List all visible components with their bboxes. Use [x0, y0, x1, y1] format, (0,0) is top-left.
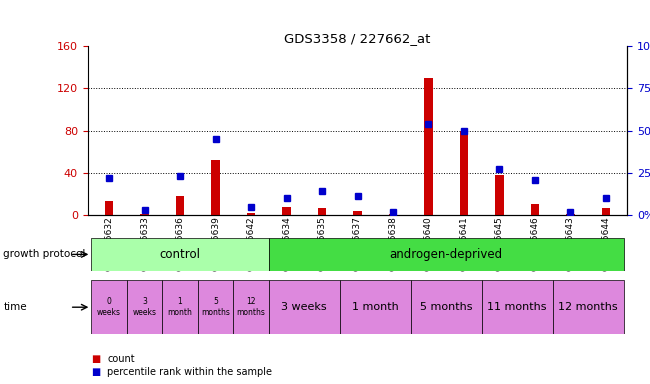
Title: GDS3358 / 227662_at: GDS3358 / 227662_at: [284, 32, 431, 45]
Bar: [162, 280, 198, 334]
Text: growth protocol: growth protocol: [3, 249, 86, 260]
Text: 0
weeks: 0 weeks: [97, 298, 121, 317]
Bar: [340, 280, 411, 334]
Bar: [140, 214, 149, 215]
Text: 3
weeks: 3 weeks: [133, 298, 157, 317]
Text: 1 month: 1 month: [352, 302, 398, 312]
Bar: [411, 280, 482, 334]
Text: 3 weeks: 3 weeks: [281, 302, 327, 312]
Bar: [530, 204, 540, 215]
Bar: [211, 160, 220, 215]
Text: control: control: [159, 248, 201, 261]
Bar: [127, 280, 162, 334]
Bar: [482, 280, 552, 334]
Bar: [389, 214, 397, 215]
Bar: [552, 280, 624, 334]
Text: percentile rank within the sample: percentile rank within the sample: [107, 367, 272, 377]
Bar: [268, 280, 340, 334]
Bar: [318, 208, 326, 215]
Text: 12 months: 12 months: [558, 302, 618, 312]
Bar: [282, 207, 291, 215]
Bar: [176, 196, 185, 215]
Text: 12
months: 12 months: [237, 298, 265, 317]
Bar: [246, 213, 255, 215]
Bar: [198, 280, 233, 334]
Bar: [268, 238, 624, 271]
Bar: [105, 201, 114, 215]
Text: count: count: [107, 354, 135, 364]
Bar: [91, 238, 268, 271]
Text: 5
months: 5 months: [201, 298, 230, 317]
Bar: [601, 208, 610, 215]
Bar: [233, 280, 268, 334]
Text: ■: ■: [91, 367, 100, 377]
Bar: [424, 78, 433, 215]
Text: 11 months: 11 months: [488, 302, 547, 312]
Bar: [353, 211, 362, 215]
Text: 1
month: 1 month: [168, 298, 192, 317]
Text: androgen-deprived: androgen-deprived: [389, 248, 503, 261]
Text: time: time: [3, 302, 27, 312]
Bar: [460, 131, 469, 215]
Bar: [495, 175, 504, 215]
Bar: [566, 214, 575, 215]
Text: 5 months: 5 months: [420, 302, 473, 312]
Text: ■: ■: [91, 354, 100, 364]
Bar: [91, 280, 127, 334]
